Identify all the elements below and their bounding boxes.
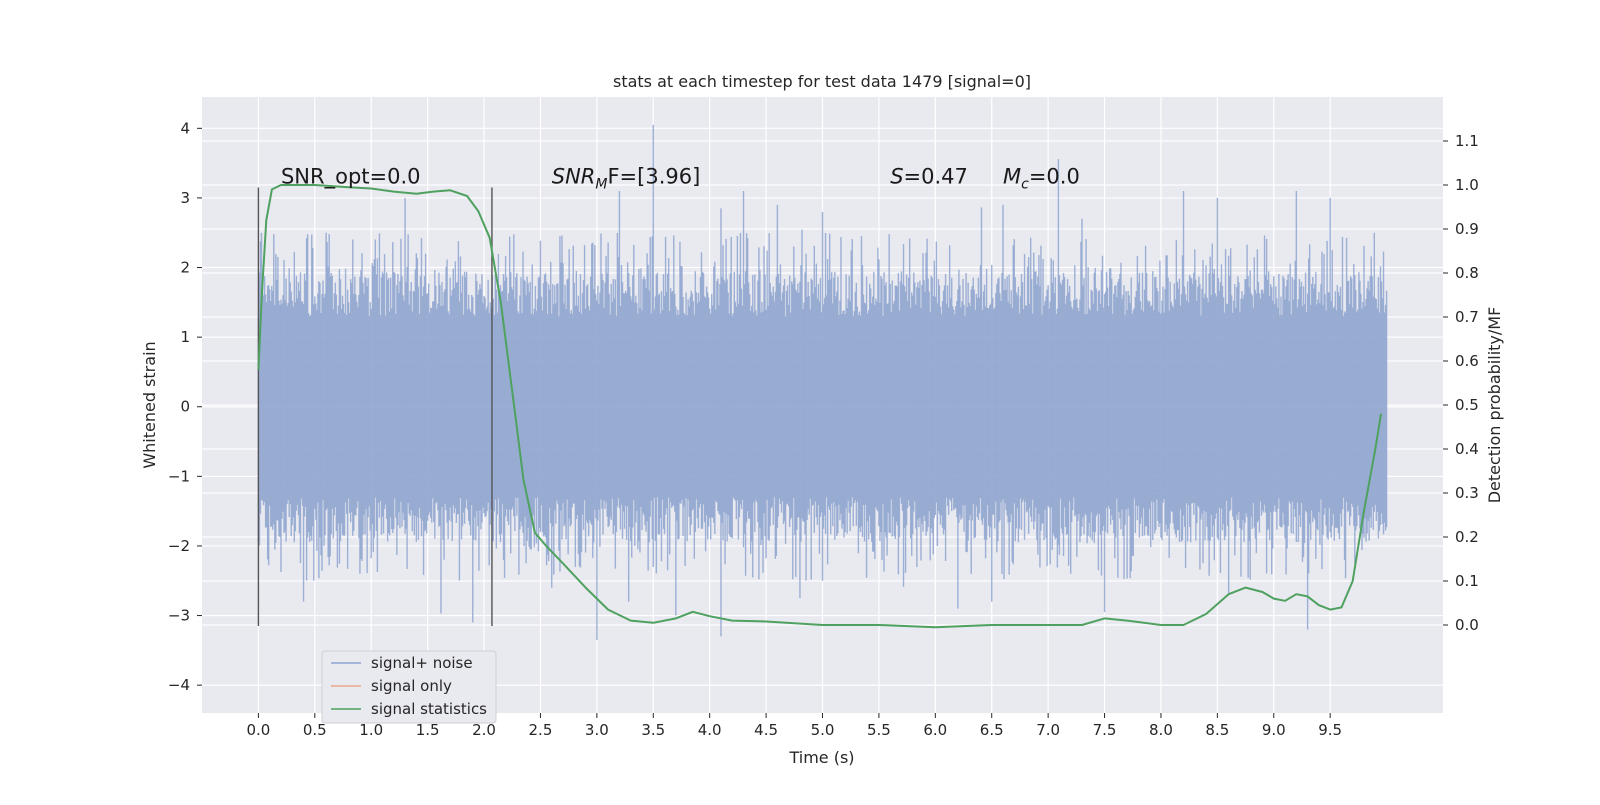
x-tick-label: 9.0 [1262,721,1286,739]
y-tick-label: −4 [168,676,190,694]
y-right-tick-label: 0.4 [1455,440,1479,458]
y-tick-label: −3 [168,607,190,625]
y-tick-label: 4 [180,119,190,137]
annotation-2: S=0.47 [890,164,968,188]
y-right-tick-label: 0.7 [1455,308,1479,326]
x-tick-label: 6.5 [980,721,1004,739]
y-right-tick-label: 0.0 [1455,616,1479,634]
vertical-markers [257,187,493,626]
annotation-1: SNRMF=[3.96] [552,164,701,192]
x-tick-label: 8.0 [1149,721,1173,739]
annotation-subscript: M [595,176,607,192]
x-tick-label: 1.5 [416,721,440,739]
y-tick-label: 1 [180,328,190,346]
x-tick-label: 1.0 [359,721,383,739]
x-tick-label: 3.0 [585,721,609,739]
y-right-axis-label: Detection probability/MF [1485,307,1504,504]
annotation-rest: =0.0 [1029,164,1080,188]
y-tick-label: 3 [180,189,190,207]
legend-label-signal-only: signal only [371,677,452,695]
annotation-italic: SNR [552,164,596,188]
y-tick-label: 0 [180,398,190,416]
x-tick-label: 5.5 [867,721,891,739]
x-tick-label: 0.0 [246,721,270,739]
y-right-tick-label: 0.3 [1455,484,1479,502]
x-tick-label: 7.5 [1093,721,1117,739]
annotation-0: SNR_opt=0.0 [281,164,421,189]
legend-label-signal-statistics: signal statistics [371,700,487,718]
y-tick-label: −1 [168,467,190,485]
annotation-italic: M [1003,164,1021,188]
x-tick-label: 8.5 [1205,721,1229,739]
x-tick-label: 7.0 [1036,721,1060,739]
annotation-rest: F=[3.96] [607,164,700,188]
y-right-tick-label: 0.6 [1455,352,1479,370]
y-tick-label: −2 [168,537,190,555]
y-right-tick-label: 1.1 [1455,132,1479,150]
chart-title: stats at each timestep for test data 147… [613,72,1031,91]
x-tick-label: 2.5 [529,721,553,739]
y-axis-label: Whitened strain [140,341,159,468]
legend-box [321,650,497,724]
annotation-layer: SNR_opt=0.0 SNRMF=[3.96] S=0.47 Mc=0.0 [281,164,1080,192]
signal-statistics-line [257,184,1382,629]
y-right-tick-label: 0.8 [1455,264,1479,282]
y-tick-label: 2 [180,259,190,277]
y-right-tick-label: 0.5 [1455,396,1479,414]
y-right-tick-label: 0.2 [1455,528,1479,546]
statistics-layer [257,184,1382,629]
x-tick-label: 4.5 [754,721,778,739]
y-right-tick-label: 1.0 [1455,176,1479,194]
x-tick-label: 2.0 [472,721,496,739]
annotation-italic: S [890,164,903,188]
noise-trace-layer [257,124,1388,640]
annotation-3: Mc=0.0 [1003,164,1080,192]
x-tick-label: 5.0 [811,721,835,739]
annotation-subscript: c [1021,176,1029,192]
legend: signal+ noise signal only signal statist… [321,650,497,724]
x-tick-label: 0.5 [303,721,327,739]
x-tick-label: 6.0 [923,721,947,739]
tick-layer: 0.0 0.5 1.0 1.5 2.0 2.5 3.0 3.5 4.0 4.5 5.0 5.5 6.0 6… [168,119,1479,739]
y-right-tick-label: 0.1 [1455,572,1479,590]
y-right-tick-label: 0.9 [1455,220,1479,238]
legend-label-signal-noise: signal+ noise [371,654,473,672]
x-tick-label: 4.0 [698,721,722,739]
annotation-rest: =0.47 [904,164,968,188]
x-tick-label: 3.5 [641,721,665,739]
x-axis-label: Time (s) [788,748,854,767]
x-tick-label: 9.5 [1318,721,1342,739]
